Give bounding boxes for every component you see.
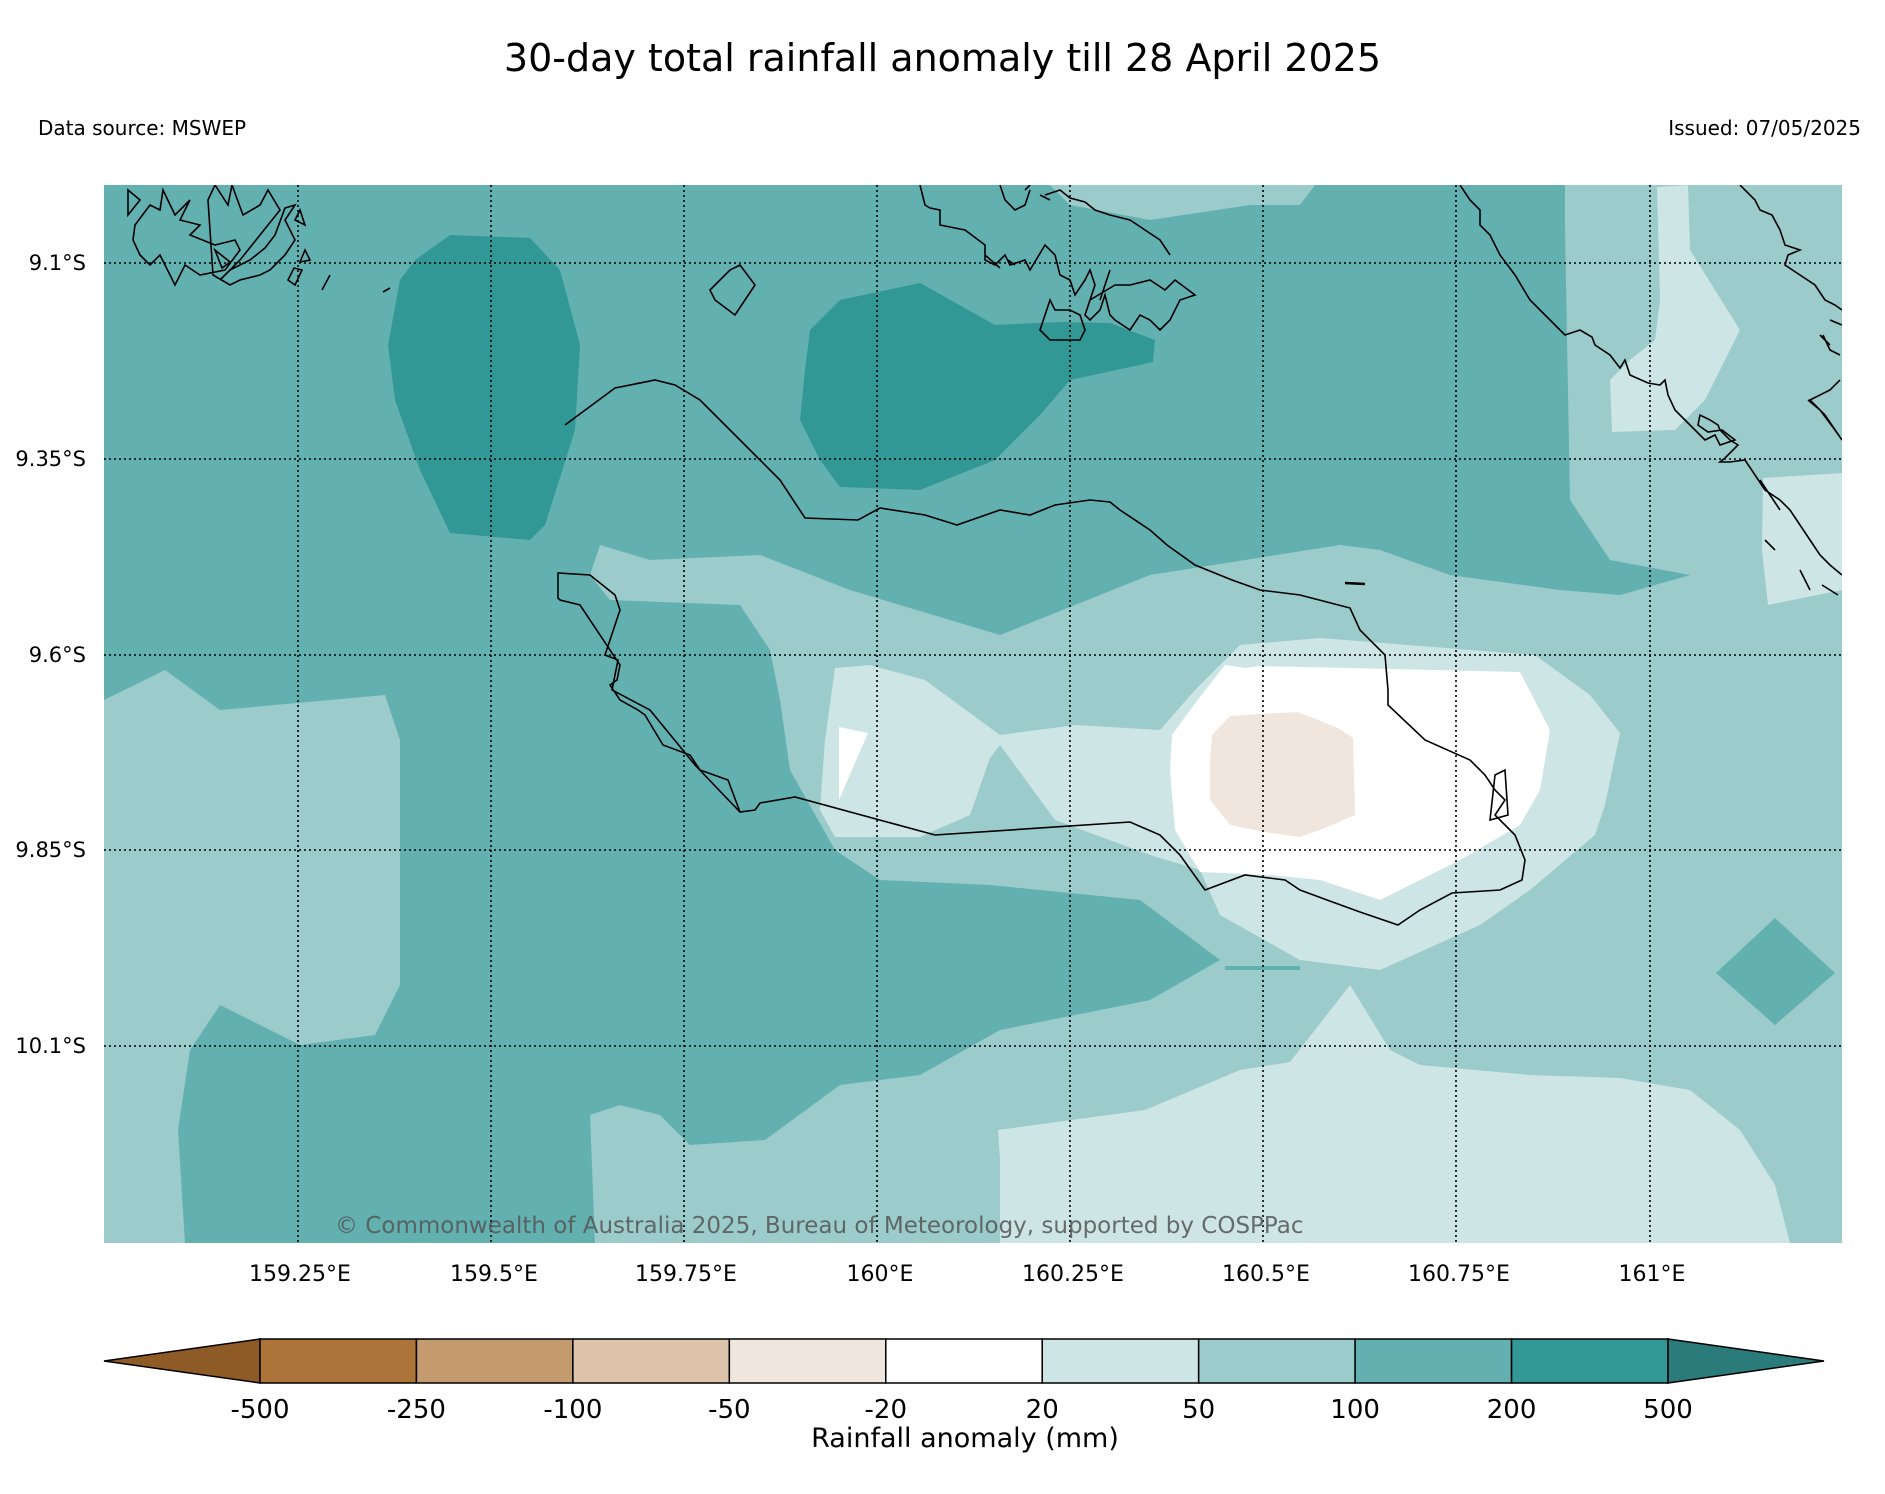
colorbar-title: Rainfall anomaly (mm) [811, 1423, 1119, 1454]
colorbar-segment [1354, 1338, 1513, 1384]
colorbar-segment [259, 1338, 418, 1384]
colorbar-tick-label: -250 [387, 1395, 446, 1425]
graticule [104, 185, 1842, 1243]
colorbar-tick-label: -100 [543, 1395, 602, 1425]
colorbar-segment [1041, 1338, 1200, 1384]
colorbar [103, 1338, 1825, 1384]
lon-label-5: 160.25°E [1022, 1262, 1124, 1287]
colorbar-extend-low [103, 1338, 261, 1384]
fill-dry-center [1210, 712, 1355, 837]
coast-guadalcanal-east-tip [1489, 768, 1509, 822]
colorbar-tick-label: -50 [708, 1395, 750, 1425]
colorbar-tick-labels: -500 -250 -100 -50 -20 20 50 100 200 500 [230, 1395, 1692, 1425]
colorbar-tick-label: 200 [1487, 1395, 1537, 1425]
colorbar-tick-label: -20 [865, 1395, 907, 1425]
lat-label-2: 9.35°S [15, 447, 86, 471]
lat-label-4: 9.85°S [15, 838, 86, 862]
lon-label-7: 160.75°E [1408, 1262, 1510, 1287]
fill-100-200-diamond [1716, 918, 1835, 1025]
colorbar-segment [728, 1338, 887, 1384]
lat-label-3: 9.6°S [29, 643, 86, 667]
coast-guadalcanal [557, 379, 1526, 926]
data-source-label: Data source: MSWEP [38, 116, 247, 140]
colorbar-tick-label: 500 [1643, 1395, 1693, 1425]
lon-label-1: 159.25°E [249, 1262, 351, 1287]
lat-label-5: 10.1°S [15, 1034, 86, 1058]
colorbar-segment [415, 1338, 574, 1384]
fill-50-100-topband [1050, 185, 1315, 220]
lat-labels: 9.1°S 9.35°S 9.6°S 9.85°S 10.1°S [15, 251, 86, 1058]
lon-labels: 159.25°E 159.5°E 159.75°E 160°E 160.25°E… [249, 1262, 1685, 1287]
fill-neutral-west [839, 727, 868, 800]
fill-200-500-west [388, 235, 580, 540]
colorbar-tick-label: 100 [1330, 1395, 1380, 1425]
anomaly-fill-layers [104, 185, 1842, 1243]
lon-label-6: 160.5°E [1222, 1262, 1310, 1287]
coast-malaita [1459, 185, 1842, 596]
coast-island-nw [127, 185, 756, 317]
coast-florida-islands [919, 185, 1197, 341]
lon-label-3: 159.75°E [635, 1262, 737, 1287]
colorbar-segment [1197, 1338, 1356, 1384]
colorbar-segment [885, 1338, 1043, 1384]
lon-label-2: 159.5°E [450, 1262, 538, 1287]
fill-20-50-northeast [1610, 185, 1740, 432]
fill-20-50-east [1762, 473, 1842, 605]
colorbar-tick-label: -500 [230, 1395, 289, 1425]
fill-200-500-central [800, 283, 1155, 490]
colorbar-tick-label: 20 [1026, 1395, 1059, 1425]
copyright-notice: © Commonwealth of Australia 2025, Bureau… [335, 1213, 1304, 1239]
colorbar-extend-high [1667, 1338, 1825, 1384]
fill-50-100-topright [1795, 185, 1842, 265]
colorbar-segment [572, 1338, 731, 1384]
colorbar-segment [1510, 1338, 1669, 1384]
lon-label-4: 160°E [847, 1262, 914, 1287]
coastlines [127, 185, 1842, 926]
fill-20-50-southeast [998, 985, 1790, 1243]
map-title: 30-day total rainfall anomaly till 28 Ap… [503, 36, 1382, 80]
issued-date-label: Issued: 07/05/2025 [1668, 116, 1861, 140]
colorbar-tick-label: 50 [1182, 1395, 1215, 1425]
lon-label-8: 161°E [1619, 1262, 1686, 1287]
coast-small-islet [1344, 581, 1366, 586]
lat-label-1: 9.1°S [29, 251, 86, 275]
